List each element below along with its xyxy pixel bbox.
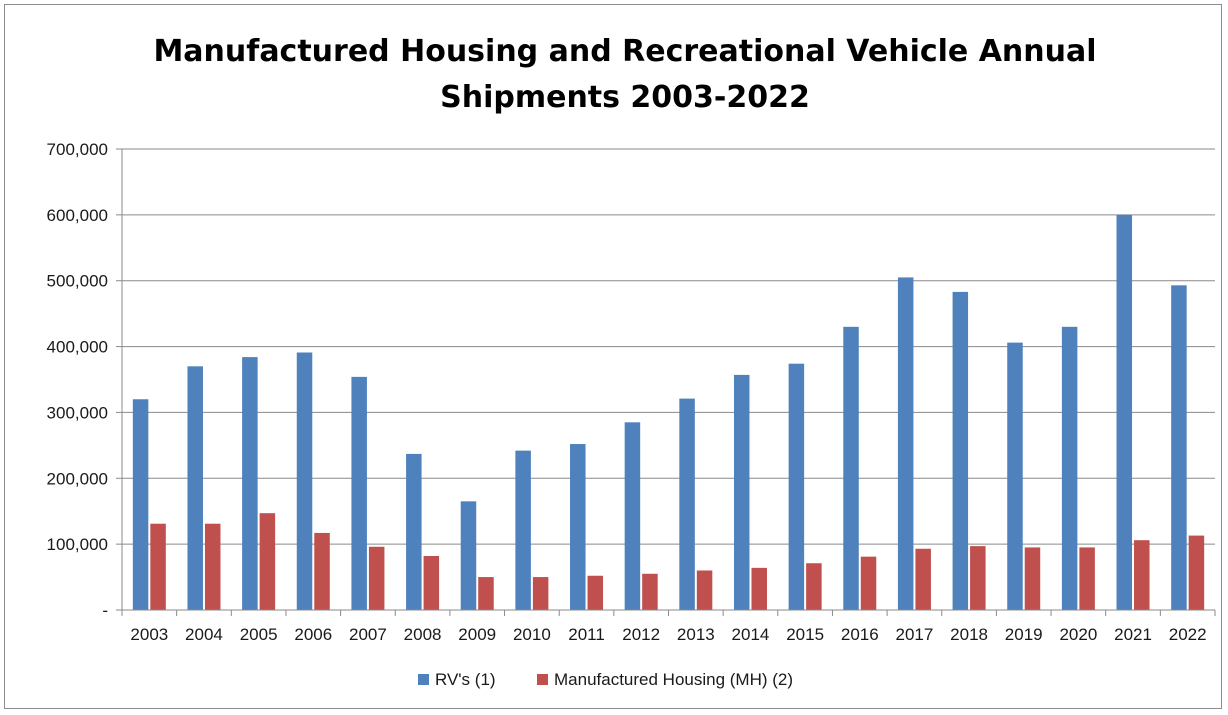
x-tick-label: 2013: [677, 625, 715, 644]
y-axis-tick-labels: - 100,000 200,000 300,000 400,000 500,000 600,…: [47, 140, 108, 620]
legend-swatch: [537, 674, 548, 685]
x-tick-label: 2020: [1059, 625, 1097, 644]
y-tick-label: 100,000: [47, 535, 108, 554]
bar-mh-2007: [368, 546, 385, 610]
x-tick-label: 2009: [458, 625, 496, 644]
bar-mh-2004: [204, 523, 221, 610]
bar-rv-2013: [679, 398, 695, 610]
chart-frame: Manufactured Housing and Recreational Ve…: [4, 4, 1222, 709]
legend-swatch: [418, 674, 429, 685]
chart-title-line-2: Shipments 2003-2022: [440, 80, 810, 115]
legend-label: Manufactured Housing (MH) (2): [554, 670, 793, 689]
bars: [132, 214, 1205, 610]
chart-title-line-1: Manufactured Housing and Recreational Ve…: [153, 34, 1096, 69]
bar-rv-2019: [1007, 342, 1023, 610]
bar-rv-2022: [1171, 285, 1187, 610]
x-tick-label: 2007: [349, 625, 387, 644]
y-tick-label: 700,000: [47, 140, 108, 159]
bar-rv-2004: [187, 366, 203, 610]
bar-rv-2007: [351, 376, 367, 610]
y-tick-label: 400,000: [47, 338, 108, 357]
bar-mh-2019: [1024, 547, 1041, 610]
bar-mh-2011: [587, 575, 604, 610]
bar-mh-2005: [259, 513, 276, 610]
x-axis-tick-labels: 2003 2004 2005 2006 2007 2008 2009 2010 2011 2012…: [130, 625, 1206, 644]
bar-mh-2010: [532, 577, 549, 610]
bar-rv-2020: [1061, 326, 1078, 610]
y-tick-label: 600,000: [47, 206, 108, 225]
x-tick-label: 2004: [185, 625, 223, 644]
bar-rv-2009: [460, 501, 477, 610]
bar-rv-2017: [897, 277, 914, 610]
bar-rv-2006: [296, 352, 313, 610]
bar-mh-2012: [642, 573, 658, 610]
x-tick-label: 2010: [513, 625, 551, 644]
y-tick-label: 200,000: [47, 469, 108, 488]
bar-rv-2021: [1116, 214, 1133, 610]
bar-mh-2018: [970, 546, 986, 610]
bar-rv-2011: [570, 444, 586, 610]
gridlines: [116, 148, 1215, 611]
x-tick-label: 2012: [622, 625, 660, 644]
x-tick-label: 2021: [1114, 625, 1152, 644]
x-tick-label: 2006: [294, 625, 332, 644]
bar-mh-2009: [478, 577, 494, 610]
bar-rv-2008: [406, 453, 422, 610]
bar-rv-2016: [843, 326, 859, 610]
x-tick-label: 2018: [950, 625, 988, 644]
legend-label: RV's (1): [435, 670, 496, 689]
y-tick-label: 500,000: [47, 272, 108, 291]
bar-rv-2010: [515, 450, 531, 610]
bar-mh-2020: [1079, 547, 1095, 610]
x-tick-label: 2011: [568, 625, 605, 644]
bar-rv-2018: [952, 291, 969, 610]
bar-mh-2015: [806, 563, 822, 610]
bar-mh-2021: [1134, 540, 1150, 610]
bar-mh-2016: [860, 556, 877, 610]
x-axis: [121, 149, 1216, 616]
x-tick-label: 2014: [732, 625, 770, 644]
bar-mh-2003: [150, 523, 166, 610]
bar-rv-2015: [788, 363, 805, 610]
y-tick-label: 300,000: [47, 403, 108, 422]
bar-rv-2014: [733, 374, 750, 610]
x-tick-label: 2005: [240, 625, 278, 644]
x-tick-label: 2022: [1169, 625, 1207, 644]
bar-rv-2005: [242, 357, 258, 610]
bar-rv-2003: [132, 399, 149, 610]
bar-mh-2014: [751, 567, 767, 610]
x-tick-label: 2016: [841, 625, 879, 644]
bar-mh-2022: [1188, 535, 1205, 610]
x-tick-label: 2015: [786, 625, 824, 644]
x-tick-label: 2019: [1005, 625, 1043, 644]
bar-mh-2008: [423, 555, 440, 610]
x-tick-label: 2017: [896, 625, 934, 644]
y-tick-label: -: [102, 601, 108, 620]
chart-svg: Manufactured Housing and Recreational Ve…: [47, 34, 1216, 689]
x-tick-label: 2008: [404, 625, 442, 644]
bar-mh-2013: [696, 570, 713, 610]
bar-mh-2017: [915, 548, 931, 610]
x-tick-label: 2003: [130, 625, 168, 644]
bar-rv-2012: [624, 422, 641, 610]
bar-mh-2006: [314, 532, 330, 610]
legend: RV's (1) Manufactured Housing (MH) (2): [418, 670, 793, 689]
